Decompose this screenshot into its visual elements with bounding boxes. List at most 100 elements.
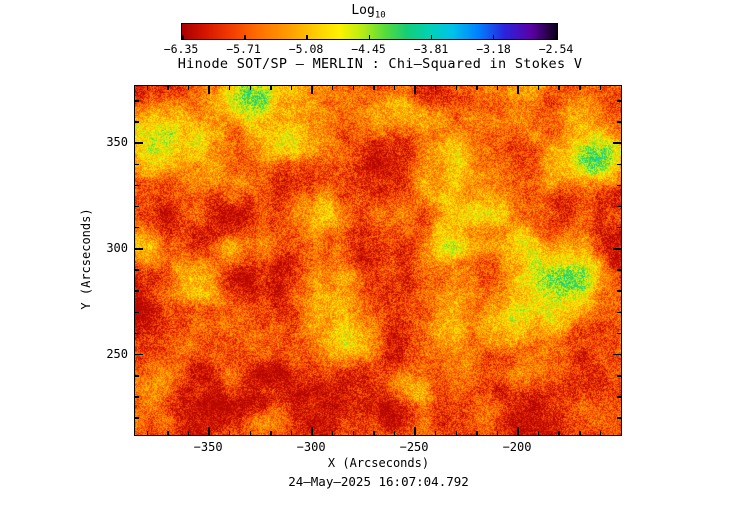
y-minor-tick <box>617 184 621 187</box>
x-minor-tick <box>167 86 169 90</box>
colorbar-tick-label: −6.35 <box>163 42 199 56</box>
y-minor-tick <box>135 205 139 208</box>
heatmap-canvas <box>135 86 621 435</box>
x-minor-tick <box>558 86 560 90</box>
colorbar-tick-mark <box>306 35 308 39</box>
x-minor-tick <box>496 431 499 435</box>
x-minor-tick <box>228 86 231 90</box>
y-minor-tick <box>617 417 621 419</box>
timestamp: 24–May–2025 16:07:04.792 <box>288 474 469 489</box>
colorbar-tick-label: −2.54 <box>538 42 574 56</box>
x-major-tick <box>208 86 210 94</box>
colorbar-title: Log10 <box>181 3 556 21</box>
y-minor-tick <box>135 163 139 165</box>
x-major-tick <box>517 427 519 435</box>
y-minor-tick <box>135 184 139 187</box>
y-minor-tick <box>617 375 621 377</box>
y-tick-label: 250 <box>106 346 128 361</box>
x-tick-label: −300 <box>296 440 326 454</box>
y-minor-tick <box>135 375 139 377</box>
x-minor-tick <box>599 86 602 90</box>
y-minor-tick <box>617 332 621 335</box>
x-major-tick <box>311 86 313 94</box>
colorbar-tick-label: −3.81 <box>413 42 449 56</box>
x-tick-label: −200 <box>502 440 532 454</box>
y-minor-tick <box>617 226 621 229</box>
plot-area <box>134 85 622 436</box>
x-minor-tick <box>270 86 272 90</box>
y-minor-tick <box>135 121 139 123</box>
colorbar-tick-label: −5.08 <box>288 42 324 56</box>
x-minor-tick <box>599 431 602 435</box>
y-major-tick <box>613 142 621 144</box>
x-minor-tick <box>496 86 499 90</box>
x-axis-title: X (Arcseconds) <box>327 456 430 470</box>
colorbar-tick-label: −4.45 <box>351 42 386 56</box>
colorbar-tick-label: −5.71 <box>226 42 261 56</box>
x-minor-tick <box>455 86 457 90</box>
colorbar-tick-mark <box>555 35 557 39</box>
y-axis-title: Y (Arcseconds) <box>79 208 93 310</box>
x-major-tick <box>311 427 313 435</box>
colorbar-title-text: Log <box>351 3 375 18</box>
y-minor-tick <box>135 396 139 398</box>
x-minor-tick <box>537 86 540 90</box>
x-minor-tick <box>373 86 375 90</box>
y-major-tick <box>613 248 621 250</box>
x-minor-tick <box>146 86 149 90</box>
x-minor-tick <box>579 431 581 435</box>
colorbar-tick-mark <box>244 35 246 39</box>
y-minor-tick <box>617 163 621 165</box>
x-minor-tick <box>331 86 334 90</box>
y-minor-tick <box>617 121 621 123</box>
x-major-tick <box>414 86 416 94</box>
x-minor-tick <box>579 86 581 90</box>
y-minor-tick <box>617 311 621 314</box>
y-minor-tick <box>617 290 621 292</box>
x-minor-tick <box>434 86 437 90</box>
x-minor-tick <box>352 86 355 90</box>
x-minor-tick <box>393 86 396 90</box>
y-minor-tick <box>135 311 139 314</box>
colorbar-tick-labels: −6.35 −5.71 −5.08 −4.45 −3.81 −3.18 −2.54 <box>164 42 574 56</box>
x-minor-tick <box>434 431 437 435</box>
x-major-tick <box>208 427 210 435</box>
y-minor-tick <box>617 269 621 271</box>
x-minor-tick <box>476 86 478 90</box>
x-minor-tick <box>393 431 396 435</box>
x-major-tick <box>517 86 519 94</box>
y-minor-tick <box>135 226 139 229</box>
colorbar-gradient <box>181 23 558 40</box>
x-minor-tick <box>290 431 293 435</box>
x-minor-tick <box>476 431 478 435</box>
colorbar-title-subscript: 10 <box>374 10 386 21</box>
y-minor-tick <box>135 100 139 102</box>
y-minor-tick <box>617 100 621 102</box>
y-minor-tick <box>617 396 621 398</box>
x-minor-tick <box>352 431 355 435</box>
colorbar-tick-mark <box>368 35 370 39</box>
x-major-tick <box>414 427 416 435</box>
y-minor-tick <box>135 290 139 292</box>
y-tick-label: 350 <box>106 135 128 150</box>
y-minor-tick <box>617 205 621 208</box>
y-major-tick <box>135 248 143 250</box>
x-minor-tick <box>167 431 169 435</box>
y-major-tick <box>135 353 143 356</box>
colorbar-tick-mark <box>182 35 184 39</box>
x-minor-tick <box>187 86 190 90</box>
colorbar-tick-label: −3.18 <box>476 42 511 56</box>
x-minor-tick <box>373 431 375 435</box>
plot-title: Hinode SOT/SP – MERLIN : Chi–Squared in … <box>177 56 583 72</box>
x-minor-tick <box>249 431 252 435</box>
y-major-tick <box>135 142 143 144</box>
y-major-tick <box>613 353 621 356</box>
x-minor-tick <box>558 431 560 435</box>
x-minor-tick <box>270 431 272 435</box>
colorbar-tick-mark <box>492 35 495 39</box>
x-minor-tick <box>290 86 293 90</box>
x-tick-label: −250 <box>399 440 429 454</box>
x-minor-tick <box>228 431 231 435</box>
x-minor-tick <box>455 431 457 435</box>
x-minor-tick <box>187 431 190 435</box>
